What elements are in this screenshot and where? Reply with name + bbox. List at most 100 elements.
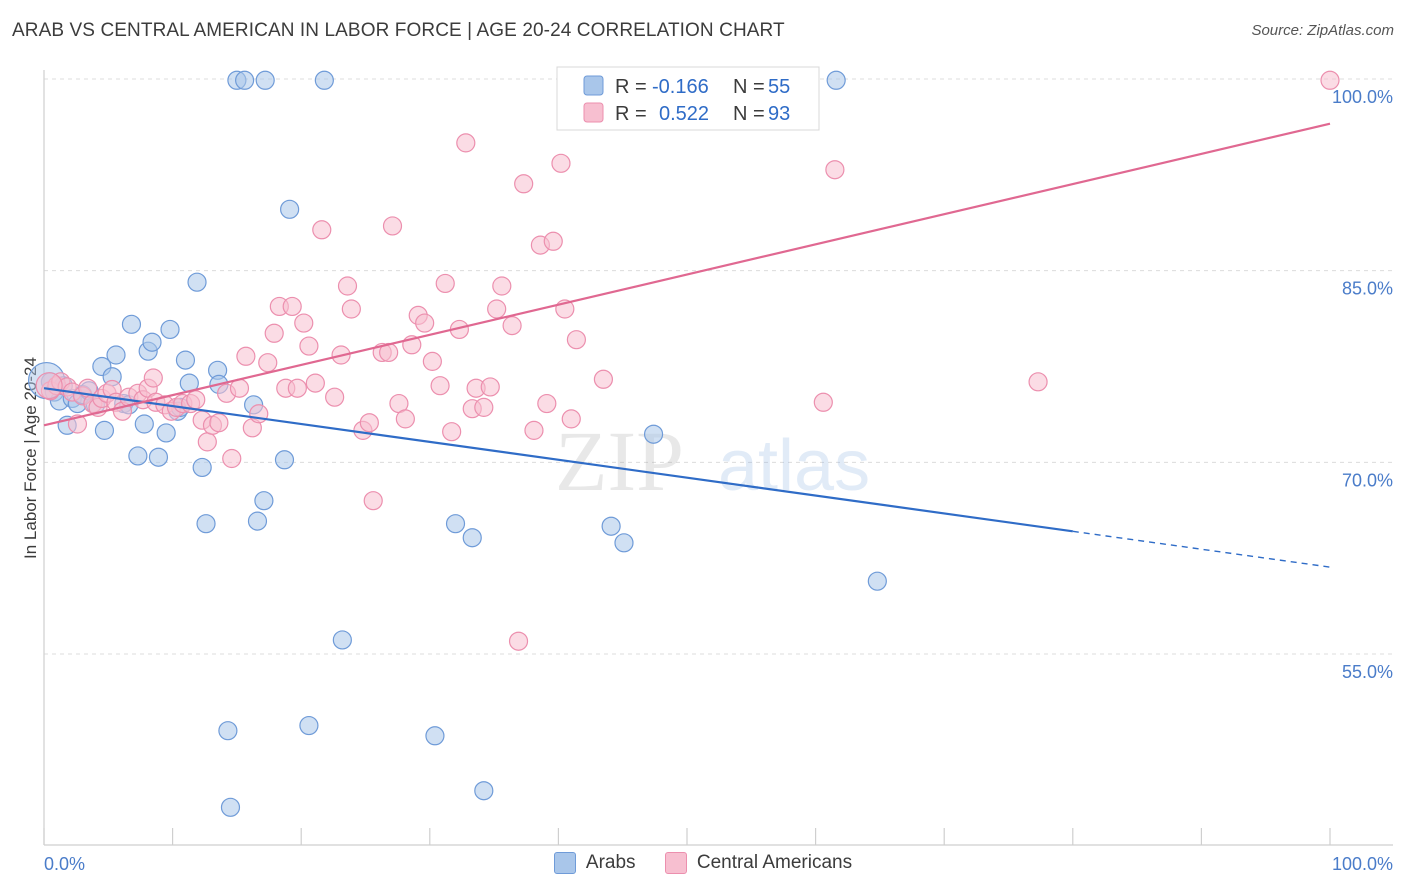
point-arabs-38 bbox=[247, 511, 268, 531]
point-central-30 bbox=[209, 413, 229, 433]
point-central-41 bbox=[282, 296, 302, 317]
point-central-92 bbox=[1028, 372, 1048, 392]
point-arabs-28 bbox=[187, 272, 207, 292]
point-arabs-46 bbox=[425, 726, 445, 746]
point-central-70 bbox=[474, 397, 494, 417]
trend-line-arabs bbox=[43, 387, 1073, 533]
point-central-79 bbox=[537, 393, 557, 414]
point-central-50 bbox=[341, 299, 361, 319]
point-central-76 bbox=[514, 174, 534, 194]
watermark-zip: ZIP bbox=[555, 413, 684, 509]
point-arabs-34 bbox=[220, 797, 241, 817]
point-arabs-54 bbox=[867, 571, 887, 591]
x-tick-label-max: 100.0% bbox=[1332, 854, 1393, 874]
point-arabs-45 bbox=[332, 630, 352, 650]
point-central-83 bbox=[561, 409, 581, 429]
point-central-90 bbox=[813, 392, 833, 412]
stats-legend: R = -0.166 N = 55 R = 0.522 N = 93 bbox=[556, 66, 820, 131]
point-arabs-20 bbox=[142, 332, 162, 352]
point-central-77 bbox=[524, 420, 544, 440]
point-central-34 bbox=[236, 346, 256, 366]
point-arabs-30 bbox=[196, 514, 216, 534]
point-arabs-18 bbox=[134, 414, 154, 434]
y-tick-label-100: 100.0% bbox=[1332, 87, 1393, 107]
legend-arabs-n-value: 55 bbox=[768, 76, 790, 98]
point-central-91 bbox=[825, 160, 845, 180]
point-arabs-53 bbox=[826, 70, 846, 90]
point-central-71 bbox=[480, 377, 500, 397]
point-central-52 bbox=[359, 413, 379, 433]
point-arabs-13 bbox=[106, 345, 126, 365]
trend-lines bbox=[43, 122, 1331, 568]
point-arabs-51 bbox=[614, 533, 634, 553]
point-central-26 bbox=[186, 390, 206, 410]
point-arabs-40 bbox=[254, 491, 274, 511]
legend-item-arabs: Arabs bbox=[553, 852, 636, 874]
point-central-49 bbox=[337, 276, 358, 296]
grid-lines bbox=[44, 78, 1393, 655]
point-central-75 bbox=[508, 631, 529, 651]
watermark: ZIP atlas bbox=[555, 413, 870, 509]
legend-arabs-n-label: N = bbox=[733, 76, 765, 98]
legend-arabs-label: Arabs bbox=[585, 852, 636, 873]
legend-central-r-label: R = bbox=[615, 103, 647, 125]
point-central-58 bbox=[395, 409, 415, 429]
trend-line-arabs-extension bbox=[1072, 530, 1331, 568]
point-central-38 bbox=[264, 323, 284, 343]
point-arabs-26 bbox=[175, 350, 196, 370]
legend-central-n-value: 93 bbox=[768, 103, 790, 125]
point-arabs-29 bbox=[192, 457, 212, 478]
point-arabs-17 bbox=[128, 446, 148, 466]
legend-central-label: Central Americans bbox=[696, 852, 853, 873]
point-central-56 bbox=[382, 216, 403, 236]
point-central-84 bbox=[566, 330, 587, 350]
point-arabs-23 bbox=[160, 319, 180, 340]
point-central-44 bbox=[299, 336, 319, 356]
point-arabs-52 bbox=[643, 424, 664, 444]
point-arabs-16 bbox=[121, 314, 142, 334]
point-central-cluster bbox=[35, 372, 63, 400]
point-central-47 bbox=[325, 387, 345, 407]
point-central-45 bbox=[305, 373, 325, 393]
y-tick-label-85: 85.0% bbox=[1342, 279, 1393, 299]
point-central-81 bbox=[551, 153, 571, 173]
point-central-37 bbox=[258, 353, 278, 373]
y-tick-labels: 55.0% 70.0% 85.0% 100.0% bbox=[1332, 87, 1393, 682]
y-axis-label: In Labor Force | Age 20-24 bbox=[21, 357, 40, 559]
point-arabs-50 bbox=[601, 516, 621, 536]
point-central-28 bbox=[197, 432, 217, 452]
point-arabs-42 bbox=[280, 199, 300, 219]
point-central-64 bbox=[435, 273, 455, 294]
legend-central-swatch bbox=[664, 852, 687, 874]
point-central-67 bbox=[456, 133, 476, 153]
point-central-61 bbox=[415, 313, 435, 333]
x-tick-marks bbox=[43, 828, 1331, 845]
point-central-32 bbox=[222, 448, 242, 469]
point-arabs-43 bbox=[299, 715, 319, 736]
point-arabs-33 bbox=[218, 721, 238, 741]
legend-item-central: Central Americans bbox=[664, 852, 853, 874]
series-central-points bbox=[35, 70, 1340, 651]
point-central-19 bbox=[143, 368, 163, 388]
legend-arabs-swatch bbox=[553, 852, 576, 874]
point-central-53 bbox=[363, 491, 383, 511]
point-central-86 bbox=[593, 369, 614, 389]
point-arabs-47 bbox=[445, 514, 466, 534]
y-tick-label-70: 70.0% bbox=[1342, 470, 1393, 490]
axes bbox=[43, 70, 1393, 846]
chart-title: ARAB VS CENTRAL AMERICAN IN LABOR FORCE … bbox=[12, 20, 785, 41]
point-central-72 bbox=[487, 299, 507, 319]
point-central-74 bbox=[502, 316, 522, 336]
point-central-46 bbox=[312, 220, 332, 240]
legend-swatch-arabs bbox=[583, 75, 604, 96]
point-central-73 bbox=[492, 276, 512, 296]
point-central-93 bbox=[1320, 70, 1340, 90]
trend-line-central bbox=[43, 122, 1331, 427]
series-legend: Arabs Central Americans bbox=[0, 852, 1406, 880]
legend-swatch-central bbox=[583, 102, 604, 123]
point-central-80 bbox=[543, 231, 563, 251]
point-arabs-39 bbox=[255, 70, 275, 90]
legend-central-n-label: N = bbox=[733, 103, 765, 125]
point-arabs-22 bbox=[156, 423, 176, 443]
